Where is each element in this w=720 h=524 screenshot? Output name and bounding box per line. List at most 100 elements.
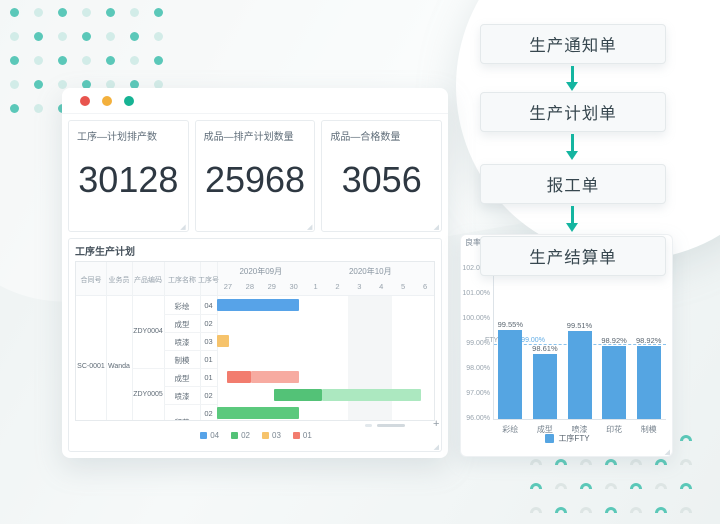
chart-legend[interactable]: 工序FTY bbox=[461, 433, 674, 444]
gantt-process-name: 成型 bbox=[174, 320, 190, 329]
resize-corner-icon: ◢ bbox=[433, 444, 439, 451]
gantt-process-no: 03 bbox=[204, 337, 213, 346]
resize-corner-icon: ◢ bbox=[306, 224, 313, 231]
gantt-process-name: 喷漆 bbox=[174, 338, 190, 347]
legend-label: 04 bbox=[210, 431, 220, 440]
gantt-bar[interactable] bbox=[217, 299, 300, 311]
gantt-process-name: 制模 bbox=[174, 356, 190, 365]
flow-arrow-icon bbox=[571, 206, 574, 224]
flow-step-production-settlement[interactable]: 生产结算单 bbox=[480, 236, 666, 276]
legend-label: 工序FTY bbox=[558, 434, 590, 443]
gantt-process-no: 04 bbox=[204, 301, 213, 310]
gantt-bar[interactable] bbox=[217, 407, 300, 419]
gantt-legend-item[interactable]: 01 bbox=[292, 431, 312, 440]
chart-bar-value: 98.61% bbox=[532, 343, 558, 353]
flow-step-work-report[interactable]: 报工单 bbox=[480, 164, 666, 204]
chart-bar-value: 99.51% bbox=[566, 321, 593, 331]
decoration-dot bbox=[10, 80, 19, 89]
decoration-arch bbox=[680, 483, 692, 489]
gantt-day-label: 29 bbox=[267, 282, 276, 291]
legend-swatch-icon bbox=[545, 434, 555, 443]
flow-arrow-icon bbox=[571, 66, 574, 83]
flow-step-production-notice[interactable]: 生产通知单 bbox=[480, 24, 666, 64]
decoration-arch bbox=[680, 435, 692, 441]
decoration-dot bbox=[154, 56, 163, 65]
gantt-process-name: 成型 bbox=[174, 374, 190, 383]
chart-bar-value: 99.55% bbox=[497, 320, 524, 330]
legend-swatch-icon bbox=[262, 432, 269, 439]
decoration-arch bbox=[555, 483, 567, 489]
decoration-arch bbox=[605, 459, 617, 465]
gantt-column-divider bbox=[200, 262, 201, 420]
gantt-title: 工序生产计划 bbox=[75, 247, 135, 258]
chart-y-tick: 99.00% bbox=[466, 340, 490, 347]
chart-x-label: 制模 bbox=[640, 425, 657, 434]
gantt-column-header: 工序号 bbox=[198, 277, 219, 284]
legend-label: 02 bbox=[241, 431, 250, 440]
decoration-dot bbox=[106, 32, 115, 41]
chart-bar[interactable] bbox=[567, 331, 592, 419]
kpi-title: 工序—计划排产数 bbox=[77, 132, 157, 143]
window-minimize-icon[interactable] bbox=[102, 96, 112, 106]
legend-label: 01 bbox=[302, 431, 312, 440]
gantt-legend-item[interactable]: 02 bbox=[231, 431, 250, 440]
chart-bar[interactable] bbox=[636, 346, 661, 419]
decoration-arch bbox=[605, 507, 617, 513]
decoration-dot bbox=[34, 56, 43, 65]
chart-y-tick: 101.00% bbox=[462, 290, 490, 297]
decoration-dot bbox=[34, 8, 43, 17]
window-close-icon[interactable] bbox=[80, 96, 90, 106]
kpi-value: 30128 bbox=[78, 159, 179, 200]
gantt-scrollbar-handle[interactable] bbox=[377, 424, 405, 427]
gantt-column-header: 产品编码 bbox=[134, 277, 162, 284]
kpi-title: 成品—合格数量 bbox=[330, 132, 401, 143]
decoration-dot bbox=[10, 32, 19, 41]
gantt-row-divider bbox=[164, 386, 217, 387]
gantt-legend-item[interactable]: 03 bbox=[262, 431, 281, 440]
gantt-day-label: 30 bbox=[289, 282, 298, 291]
gantt-row-divider bbox=[164, 404, 217, 405]
kpi-card-qualified-product: 成品—合格数量 3056 ◢ bbox=[321, 120, 443, 232]
decoration-dot bbox=[106, 8, 115, 17]
chart-y-axis-line bbox=[493, 269, 494, 419]
decoration-dot bbox=[154, 8, 163, 17]
gantt-bar[interactable] bbox=[322, 389, 421, 401]
gantt-legend-item[interactable]: 04 bbox=[200, 431, 219, 440]
window-maximize-icon[interactable] bbox=[124, 96, 134, 106]
flow-step-production-plan[interactable]: 生产计划单 bbox=[480, 92, 666, 132]
decoration-arch bbox=[605, 483, 617, 489]
decoration-arch bbox=[655, 483, 667, 489]
kpi-title: 成品—排产计划数量 bbox=[203, 132, 294, 143]
gantt-scrollbar-track[interactable] bbox=[365, 424, 372, 427]
gantt-process-no: 02 bbox=[204, 319, 213, 328]
chart-bar[interactable] bbox=[498, 330, 523, 419]
flow-arrow-icon bbox=[571, 134, 574, 152]
gantt-bar[interactable] bbox=[250, 371, 300, 383]
chart-bar[interactable] bbox=[532, 353, 557, 419]
flow-arrowhead-icon bbox=[566, 82, 578, 91]
gantt-day-label: 6 bbox=[422, 282, 428, 291]
decoration-dot bbox=[130, 80, 139, 89]
gantt-column-divider bbox=[132, 262, 133, 420]
gantt-month-label: 2020年10月 bbox=[348, 267, 392, 276]
decoration-dot bbox=[58, 80, 67, 89]
gantt-process-name: 彩绘 bbox=[174, 302, 190, 311]
gantt-bar[interactable] bbox=[217, 335, 230, 347]
gantt-column-header: 工序名称 bbox=[168, 277, 196, 284]
decoration-arch bbox=[630, 459, 642, 465]
decoration-arch bbox=[630, 483, 642, 489]
decoration-arch bbox=[555, 459, 567, 465]
gantt-bar[interactable] bbox=[226, 371, 251, 383]
flow-arrowhead-icon bbox=[566, 151, 578, 160]
gantt-bar[interactable] bbox=[273, 389, 323, 401]
chart-bar[interactable] bbox=[602, 346, 627, 419]
chart-y-tick: 97.00% bbox=[466, 390, 490, 397]
legend-swatch-icon bbox=[200, 432, 208, 439]
legend-swatch-icon bbox=[292, 432, 300, 439]
kpi-value: 3056 bbox=[341, 159, 422, 200]
decoration-dot bbox=[82, 32, 91, 41]
chart-x-axis-line bbox=[493, 419, 666, 420]
gantt-legend: 04 02 03 01 bbox=[69, 431, 443, 440]
decoration-arch bbox=[580, 483, 592, 489]
gantt-zoom-in-icon[interactable]: + bbox=[433, 418, 440, 430]
